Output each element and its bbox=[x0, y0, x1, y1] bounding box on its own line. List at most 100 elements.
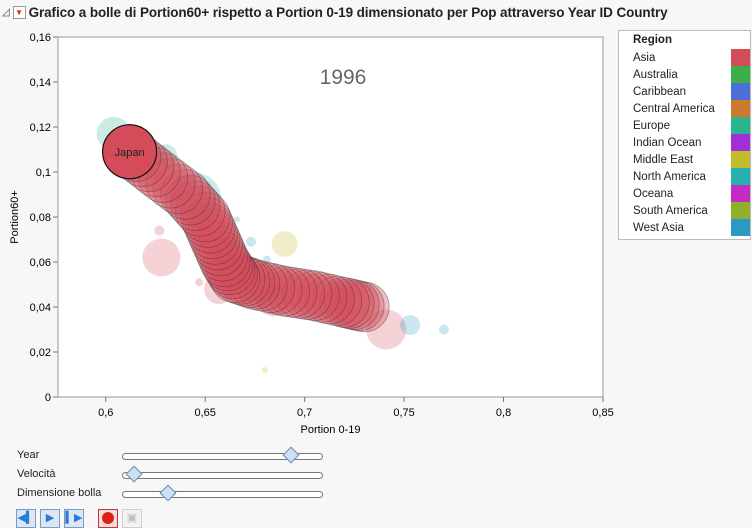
step-back-button[interactable]: ◀▍ bbox=[16, 509, 36, 528]
bubble-west-asia bbox=[245, 236, 256, 247]
save-button[interactable]: ▣ bbox=[122, 509, 142, 528]
japan-trail-bubble bbox=[207, 248, 258, 300]
japan-trail-bubble bbox=[197, 231, 248, 282]
save-icon: ▣ bbox=[126, 512, 138, 524]
legend-item[interactable]: Europe bbox=[619, 117, 750, 134]
legend-label: West Asia bbox=[633, 221, 684, 234]
year-slider[interactable] bbox=[122, 446, 323, 464]
legend-swatch bbox=[731, 49, 750, 66]
legend-label: North America bbox=[633, 170, 706, 183]
japan-trail-bubble bbox=[145, 158, 196, 209]
disclosure-icon[interactable]: ◿ bbox=[2, 7, 10, 18]
legend-swatch bbox=[731, 83, 750, 100]
japan-trail-bubble bbox=[304, 273, 355, 325]
japan-trail-bubble bbox=[334, 280, 385, 332]
bubble-size-slider-thumb[interactable] bbox=[159, 484, 177, 502]
japan-trail-bubble bbox=[252, 264, 303, 315]
japan-trail-bubble bbox=[202, 240, 253, 292]
legend-swatch bbox=[731, 202, 750, 219]
legend-item[interactable]: Central America bbox=[619, 100, 750, 117]
play-button[interactable]: ▶ bbox=[40, 509, 60, 528]
legend-item[interactable]: Indian Ocean bbox=[619, 134, 750, 151]
japan-trail-bubble bbox=[311, 275, 363, 327]
bubble-middle-east bbox=[271, 231, 298, 257]
y-tick-label: 0,14 bbox=[30, 77, 51, 89]
japan-trail-bubble bbox=[182, 197, 233, 248]
y-tick-label: 0,1 bbox=[36, 167, 51, 179]
bubble-plot: 1996 0,6 0,65 0,7 0,75 0,8 0,85 0 0,02 0,04 0,06 0,… bbox=[9, 32, 614, 436]
step-forward-icon: ▍▶ bbox=[65, 512, 83, 524]
bubble-europe bbox=[153, 144, 178, 169]
legend-item[interactable]: Middle East bbox=[619, 151, 750, 168]
y-tick-label: 0,12 bbox=[30, 122, 51, 134]
year-slider-thumb[interactable] bbox=[282, 446, 300, 464]
japan-trail-bubble bbox=[170, 180, 221, 231]
bubble-middle-east bbox=[261, 367, 268, 373]
bubble-asia bbox=[142, 238, 181, 277]
y-tick-label: 0,16 bbox=[30, 32, 51, 44]
legend-item[interactable]: Caribbean bbox=[619, 83, 750, 100]
legend-item[interactable]: South America bbox=[619, 202, 750, 219]
legend-item[interactable]: North America bbox=[619, 168, 750, 185]
japan-trail-bubble bbox=[214, 254, 266, 305]
japan-trail-bubble bbox=[224, 257, 276, 309]
record-icon bbox=[102, 512, 114, 524]
legend-swatch bbox=[731, 219, 750, 236]
legend-label: Middle East bbox=[633, 153, 694, 166]
japan-trail-bubble bbox=[194, 225, 246, 276]
legend-label: Oceana bbox=[633, 187, 674, 200]
legend-item[interactable]: Oceana bbox=[619, 185, 750, 202]
speed-slider-thumb[interactable] bbox=[125, 465, 143, 483]
step-forward-button[interactable]: ▍▶ bbox=[64, 509, 84, 528]
step-back-icon: ◀▍ bbox=[17, 512, 35, 524]
japan-trail-bubble bbox=[165, 174, 216, 226]
bubble-asia bbox=[256, 284, 289, 317]
x-tick-label: 0,75 bbox=[393, 407, 414, 419]
japan-trail-bubble bbox=[204, 244, 256, 296]
japan-trail-bubble bbox=[296, 272, 348, 323]
japan-trail-bubble bbox=[237, 260, 288, 312]
speed-slider-label: Velocità bbox=[17, 468, 56, 480]
japan-trail-bubble bbox=[281, 269, 333, 320]
report-header: ◿ ▼ Grafico a bolle di Portion60+ rispet… bbox=[2, 5, 668, 20]
japan-trail-bubble bbox=[329, 279, 380, 330]
legend-label: Australia bbox=[633, 68, 678, 81]
japan-trail-bubble bbox=[160, 169, 211, 220]
record-button[interactable] bbox=[98, 509, 118, 528]
x-tick-label: 0,85 bbox=[592, 407, 613, 419]
x-tick-label: 0,8 bbox=[496, 407, 511, 419]
legend-item[interactable]: West Asia bbox=[619, 219, 750, 236]
legend-item[interactable]: Asia bbox=[619, 49, 750, 66]
japan-bubble bbox=[102, 124, 158, 180]
bubble-size-slider-label: Dimensione bolla bbox=[17, 487, 102, 499]
legend-label: Central America bbox=[633, 102, 715, 115]
legend-label: Indian Ocean bbox=[633, 136, 702, 149]
legend-swatch bbox=[731, 151, 750, 168]
x-tick-label: 0,7 bbox=[297, 407, 312, 419]
japan-trail-bubble bbox=[174, 186, 226, 237]
japan-trail-bubble bbox=[319, 277, 370, 328]
bubble-europe bbox=[234, 216, 241, 223]
x-axis-label: Portion 0-19 bbox=[301, 424, 361, 436]
speed-slider[interactable] bbox=[122, 465, 323, 483]
legend-title: Region bbox=[633, 34, 672, 46]
year-slider-label: Year bbox=[17, 449, 40, 461]
japan-trail-bubble bbox=[152, 163, 204, 215]
bubble-north-america bbox=[169, 173, 222, 225]
y-tick-label: 0,08 bbox=[30, 212, 51, 224]
bubble-size-slider[interactable] bbox=[122, 484, 323, 502]
plot-frame bbox=[57, 36, 604, 398]
japan-trail-bubble bbox=[179, 191, 231, 243]
x-tick-label: 0,65 bbox=[194, 407, 215, 419]
legend-item[interactable]: Australia bbox=[619, 66, 750, 83]
y-axis-label: Portion60+ bbox=[9, 190, 21, 244]
red-triangle-menu-icon[interactable]: ▼ bbox=[12, 6, 26, 19]
legend-label: South America bbox=[633, 204, 708, 217]
legend-label: Europe bbox=[633, 119, 671, 132]
play-icon: ▶ bbox=[45, 512, 55, 524]
legend-label: Caribbean bbox=[633, 85, 687, 98]
y-tick-label: 0,06 bbox=[30, 257, 51, 269]
japan-trail-bubble bbox=[184, 203, 236, 254]
japan-label: Japan bbox=[115, 147, 145, 159]
year-label: 1996 bbox=[320, 66, 367, 89]
